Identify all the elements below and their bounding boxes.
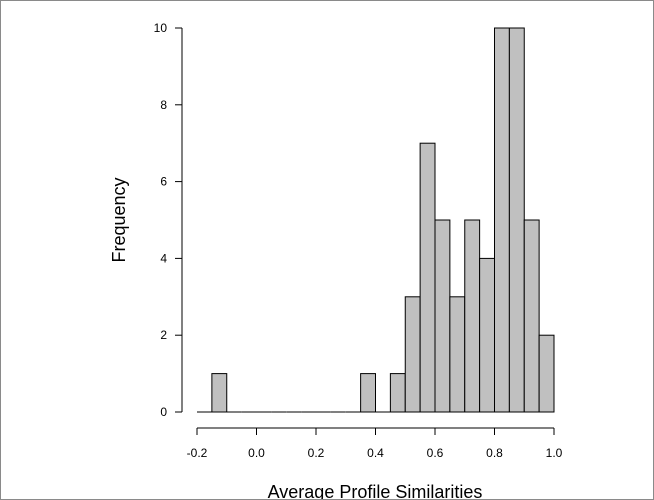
x-tick-label: 0.2 bbox=[308, 446, 325, 460]
y-tick-label: 6 bbox=[160, 175, 167, 189]
histogram-bar bbox=[479, 257, 495, 413]
histogram-bar bbox=[523, 219, 540, 413]
histogram-bar bbox=[538, 334, 555, 413]
x-tick-label: -0.2 bbox=[187, 446, 208, 460]
bars-layer bbox=[197, 27, 555, 413]
histogram-bar bbox=[449, 296, 466, 413]
histogram-bar bbox=[389, 373, 406, 413]
y-axis-title: Frequency bbox=[109, 177, 129, 262]
x-axis-title: Average Profile Similarities bbox=[268, 482, 483, 499]
x-axis: -0.2 0.0 0.2 0.4 0.6 0.8 1.0 bbox=[187, 427, 563, 460]
x-tick-label: 0.6 bbox=[427, 446, 444, 460]
y-tick-label: 8 bbox=[160, 98, 167, 112]
x-tick-label: 1.0 bbox=[546, 446, 563, 460]
histogram-bar bbox=[464, 219, 481, 413]
x-tick-label: 0.0 bbox=[248, 446, 265, 460]
histogram-bar bbox=[211, 373, 228, 413]
histogram-bar bbox=[419, 142, 436, 413]
histogram-bar bbox=[508, 27, 525, 413]
y-tick-label: 2 bbox=[160, 328, 167, 342]
x-tick-label: 0.8 bbox=[486, 446, 503, 460]
y-axis: 0 2 4 6 8 10 bbox=[154, 21, 183, 419]
histogram-bar bbox=[360, 373, 376, 413]
histogram-bar bbox=[404, 296, 421, 413]
histogram-bar bbox=[494, 27, 510, 413]
histogram-bar bbox=[434, 219, 451, 413]
y-tick-label: 4 bbox=[160, 251, 167, 265]
y-tick-label: 10 bbox=[154, 21, 168, 35]
x-tick-label: 0.4 bbox=[367, 446, 384, 460]
y-tick-label: 0 bbox=[160, 405, 167, 419]
